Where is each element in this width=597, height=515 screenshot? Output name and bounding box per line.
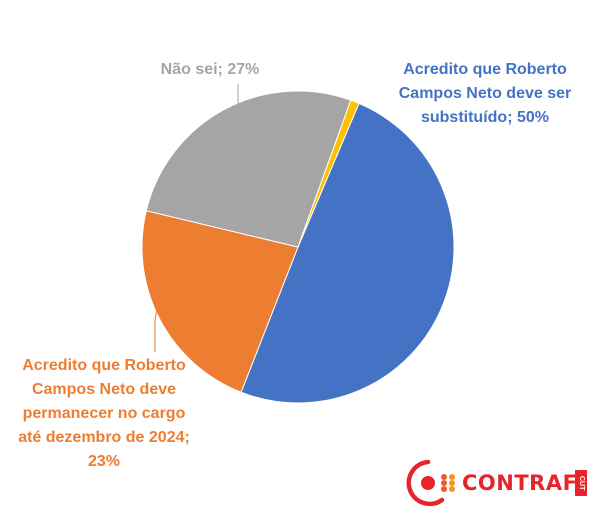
- pie-slices: [141, 90, 455, 404]
- label-substituido: Acredito que Roberto Campos Neto deve se…: [398, 61, 572, 126]
- pie-slice-nao-sei: [145, 90, 352, 248]
- pie-slice-substituido: [240, 102, 455, 404]
- label-nao-sei: Não sei; 27%: [160, 61, 260, 78]
- logo-wordmark: CONTRAF: [462, 471, 578, 495]
- leader-line-nao-sei: [237, 84, 256, 118]
- pie-slice-permanecer: [141, 210, 299, 393]
- leader-line-permanecer: [154, 302, 159, 352]
- label-permanecer: Acredito que Roberto Campos Neto deve pe…: [18, 357, 190, 470]
- pie-slice-other: [297, 99, 360, 248]
- logo-sub-badge: CUT: [575, 470, 587, 496]
- contraf-logo: [406, 459, 455, 507]
